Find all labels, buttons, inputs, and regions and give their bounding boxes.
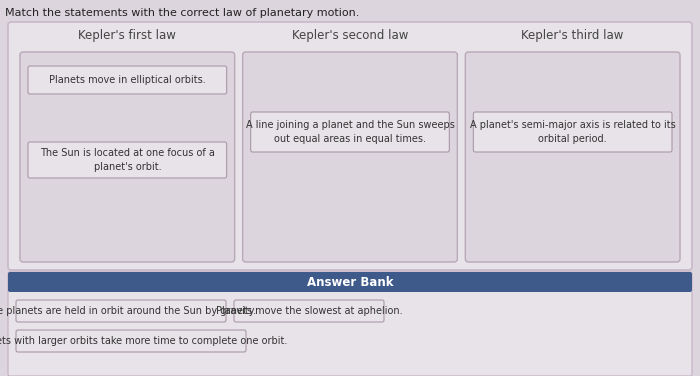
Text: The planets are held in orbit around the Sun by gravity.: The planets are held in orbit around the… [0,306,257,316]
FancyBboxPatch shape [16,330,246,352]
Text: The Sun is located at one focus of a
planet's orbit.: The Sun is located at one focus of a pla… [40,149,215,171]
FancyBboxPatch shape [473,112,672,152]
Text: Kepler's third law: Kepler's third law [522,29,624,42]
FancyBboxPatch shape [8,272,692,376]
Text: Answer Bank: Answer Bank [307,276,393,288]
FancyBboxPatch shape [28,66,227,94]
Text: Planets move in elliptical orbits.: Planets move in elliptical orbits. [49,75,206,85]
Text: Planets move the slowest at aphelion.: Planets move the slowest at aphelion. [216,306,402,316]
Text: Kepler's second law: Kepler's second law [292,29,408,42]
FancyBboxPatch shape [8,22,692,270]
FancyBboxPatch shape [8,272,692,292]
Text: A planet's semi-major axis is related to its
orbital period.: A planet's semi-major axis is related to… [470,120,676,144]
FancyBboxPatch shape [234,300,384,322]
Text: Kepler's first law: Kepler's first law [78,29,176,42]
Text: Planets with larger orbits take more time to complete one orbit.: Planets with larger orbits take more tim… [0,336,287,346]
FancyBboxPatch shape [243,52,457,262]
Text: A line joining a planet and the Sun sweeps
out equal areas in equal times.: A line joining a planet and the Sun swee… [246,120,454,144]
Text: Match the statements with the correct law of planetary motion.: Match the statements with the correct la… [5,8,359,18]
FancyBboxPatch shape [28,142,227,178]
FancyBboxPatch shape [16,300,226,322]
FancyBboxPatch shape [466,52,680,262]
FancyBboxPatch shape [20,52,234,262]
FancyBboxPatch shape [251,112,449,152]
